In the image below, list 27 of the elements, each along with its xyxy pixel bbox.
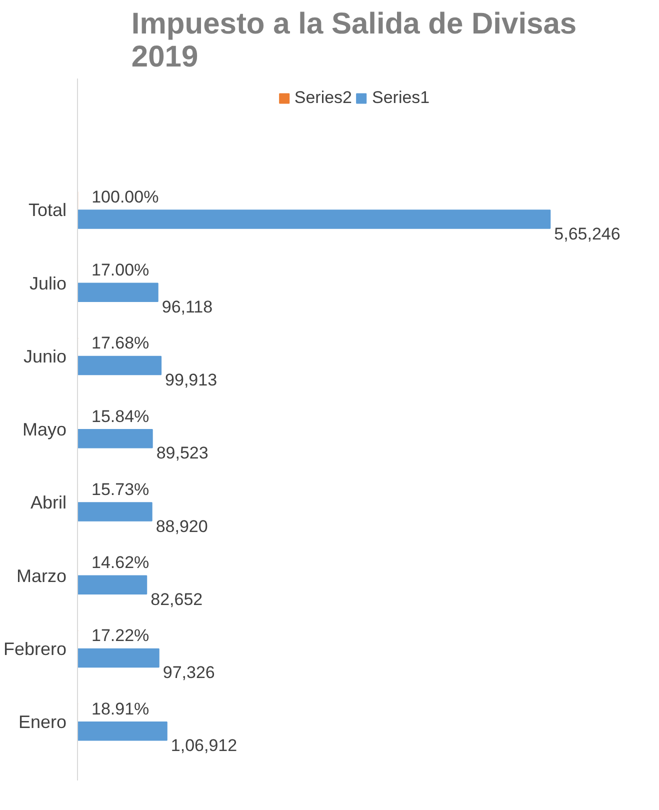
data-label: 97,326 <box>162 663 215 682</box>
data-label: 100.00% <box>92 187 159 206</box>
legend-label: Series1 <box>372 88 430 108</box>
data-label: 82,652 <box>150 590 203 609</box>
y-tick-label: Mayo <box>22 420 66 440</box>
y-tick-label: Enero <box>18 712 67 732</box>
y-tick-label: Junio <box>23 346 66 366</box>
data-label: 5,65,246 <box>554 224 620 244</box>
y-tick-label: Febrero <box>3 638 67 659</box>
data-label: 18.91% <box>92 699 150 718</box>
y-tick-label: Abril <box>30 492 67 513</box>
data-label: 96,118 <box>162 297 213 316</box>
data-label: 17.22% <box>92 626 150 646</box>
legend-label: Series2 <box>294 88 352 108</box>
data-label: 17.68% <box>92 334 150 353</box>
y-tick-label: Total <box>28 200 67 220</box>
y-tick-label: Marzo <box>16 566 67 586</box>
y-tick-label: Julio <box>29 273 67 294</box>
data-label: 17.00% <box>92 260 150 280</box>
chart-title: Impuesto a la Salida de Divisas 2019 <box>131 8 577 74</box>
data-label: 88,920 <box>156 516 208 536</box>
data-label: 15.84% <box>92 406 150 426</box>
data-label: 14.62% <box>92 553 150 572</box>
data-label: 99,913 <box>165 370 218 390</box>
data-label: 15.73% <box>92 480 150 499</box>
data-label: 89,523 <box>156 444 208 463</box>
data-label: 1,06,912 <box>170 736 238 756</box>
